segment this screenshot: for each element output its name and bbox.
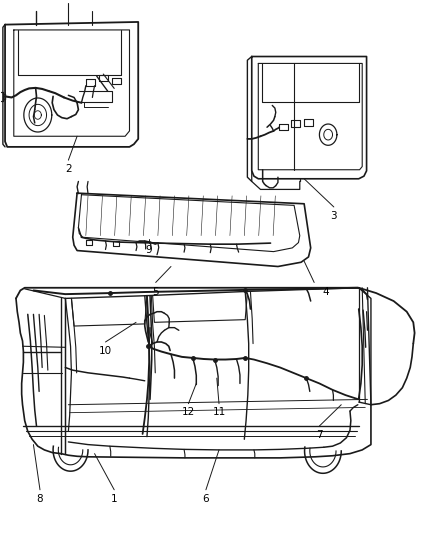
- Text: 10: 10: [99, 346, 112, 356]
- Text: 11: 11: [212, 407, 226, 417]
- Text: 4: 4: [323, 287, 329, 297]
- Text: 9: 9: [146, 245, 152, 255]
- Text: 1: 1: [111, 494, 117, 504]
- Text: 7: 7: [316, 430, 323, 440]
- Text: 12: 12: [182, 407, 195, 417]
- Text: 8: 8: [37, 494, 43, 504]
- Text: 3: 3: [331, 211, 337, 221]
- Text: 5: 5: [152, 287, 159, 297]
- Text: 2: 2: [65, 165, 72, 174]
- Text: 6: 6: [203, 494, 209, 504]
